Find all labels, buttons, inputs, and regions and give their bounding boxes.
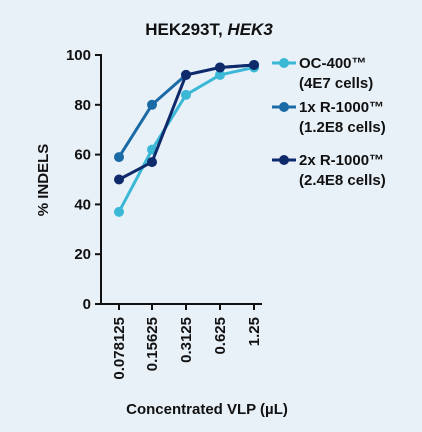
legend-sublabel: (2.4E8 cells) — [299, 172, 386, 189]
x-tick-label: 0.3125 — [178, 317, 195, 363]
x-axis-label: Concentrated VLP (µL) — [126, 401, 288, 418]
data-point — [181, 69, 191, 80]
y-tick-label: 100 — [66, 47, 91, 64]
data-point — [249, 59, 259, 70]
y-axis-ticks: 0 20 40 60 80 100 — [66, 47, 101, 313]
data-point — [114, 174, 124, 185]
data-point — [181, 89, 191, 100]
x-tick-label: 0.625 — [212, 317, 229, 355]
series-3 — [114, 59, 259, 185]
y-tick-label: 20 — [74, 246, 91, 263]
data-point — [114, 206, 124, 217]
legend-swatch-marker — [279, 102, 289, 112]
y-axis-label: % INDELS — [35, 144, 52, 217]
data-point — [114, 152, 124, 163]
legend-sublabel: (1.2E8 cells) — [299, 119, 386, 136]
data-point — [147, 157, 157, 168]
x-tick-label: 1.25 — [246, 317, 263, 346]
x-tick-label: 0.15625 — [144, 317, 161, 371]
legend-sublabel: (4E7 cells) — [299, 75, 373, 92]
chart-title-main: HEK293T, — [145, 20, 227, 39]
legend-label: 2x R-1000™ — [299, 152, 384, 169]
data-point — [215, 62, 225, 73]
chart-title: HEK293T, HEK3 — [145, 20, 273, 39]
legend-swatch-marker — [279, 58, 289, 68]
x-tick-label: 0.078125 — [111, 317, 128, 380]
legend-swatch-marker — [279, 155, 289, 165]
legend: OC-400™ (4E7 cells) 1x R-1000™ (1.2E8 cells… — [272, 55, 386, 189]
legend-label: 1x R-1000™ — [299, 99, 384, 116]
y-tick-label: 40 — [74, 196, 91, 213]
legend-item-3: 2x R-1000™ (2.4E8 cells) — [272, 152, 386, 189]
y-tick-label: 0 — [83, 296, 91, 313]
legend-item-1: OC-400™ (4E7 cells) — [272, 55, 373, 92]
chart-title-italic: HEK3 — [227, 20, 273, 39]
x-axis-ticks: 0.078125 0.15625 0.3125 0.625 1.25 — [111, 304, 263, 380]
data-point — [147, 99, 157, 110]
series-line — [117, 65, 255, 213]
legend-label: OC-400™ — [299, 55, 367, 72]
data-point — [215, 69, 225, 80]
y-tick-label: 60 — [74, 147, 91, 164]
legend-item-2: 1x R-1000™ (1.2E8 cells) — [272, 99, 386, 136]
y-tick-label: 80 — [74, 97, 91, 114]
series-1 — [114, 62, 259, 217]
series-layer — [114, 59, 259, 217]
